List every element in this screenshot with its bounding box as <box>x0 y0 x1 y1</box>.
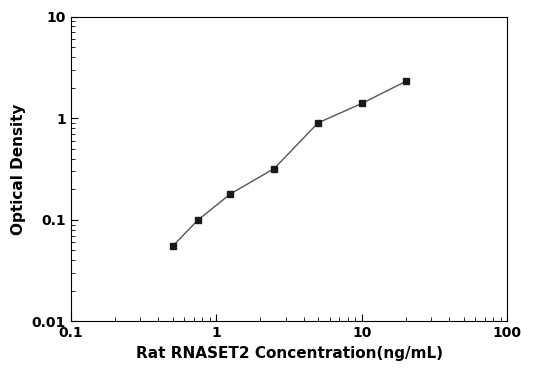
Y-axis label: Optical Density: Optical Density <box>11 103 26 235</box>
X-axis label: Rat RNASET2 Concentration(ng/mL): Rat RNASET2 Concentration(ng/mL) <box>135 346 442 361</box>
